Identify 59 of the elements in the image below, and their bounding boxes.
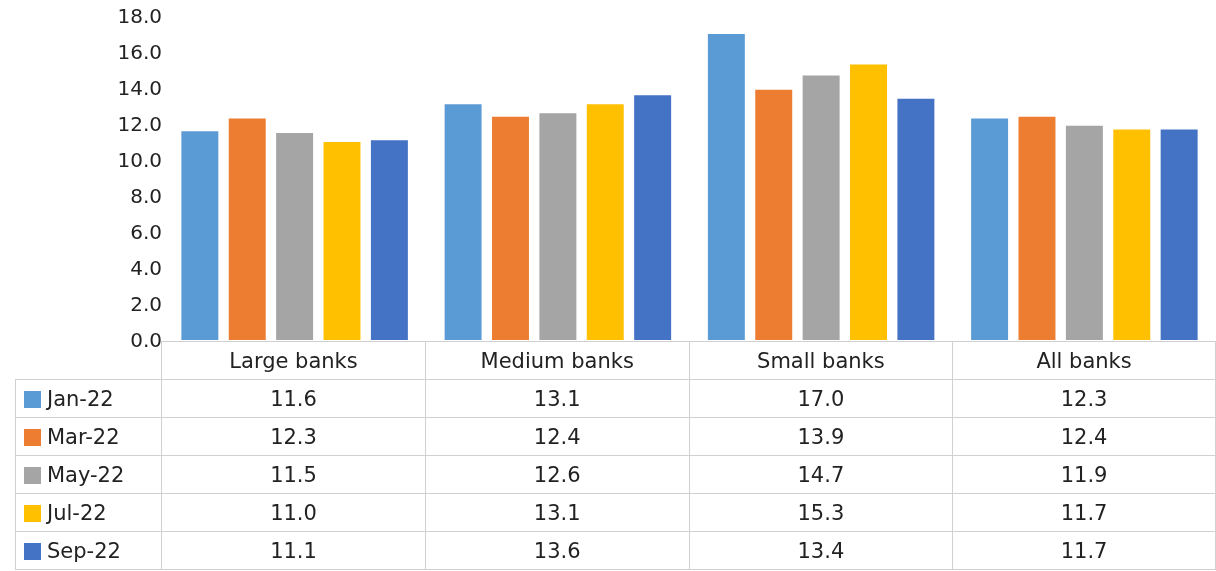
data-label: 12.4 bbox=[425, 417, 690, 456]
y-tick-label: 0.0 bbox=[130, 328, 162, 352]
bar bbox=[228, 118, 266, 340]
bar bbox=[370, 140, 408, 340]
y-tick-label: 12.0 bbox=[117, 112, 162, 136]
legend-label: Sep-22 bbox=[47, 538, 121, 563]
data-label: 11.5 bbox=[161, 455, 426, 494]
bar bbox=[971, 118, 1009, 340]
bar bbox=[492, 116, 529, 340]
data-label: 13.9 bbox=[689, 417, 953, 456]
y-tick-label: 2.0 bbox=[130, 292, 162, 316]
data-label: 12.3 bbox=[161, 417, 426, 456]
bar bbox=[707, 34, 745, 340]
data-label: 13.1 bbox=[425, 379, 690, 418]
data-label: 15.3 bbox=[689, 493, 953, 532]
data-label: 12.4 bbox=[952, 417, 1216, 456]
y-tick-label: 8.0 bbox=[130, 184, 162, 208]
bar bbox=[586, 104, 624, 340]
bar bbox=[181, 131, 219, 340]
data-label: 11.9 bbox=[952, 455, 1216, 494]
legend-label: Mar-22 bbox=[47, 424, 120, 449]
y-tick-label: 4.0 bbox=[130, 256, 162, 280]
data-label: 12.6 bbox=[425, 455, 690, 494]
y-tick-label: 14.0 bbox=[117, 76, 162, 100]
bar bbox=[1065, 125, 1103, 340]
x-tick-label: All banks bbox=[952, 341, 1216, 380]
legend-label: Jul-22 bbox=[47, 500, 107, 525]
data-label: 13.6 bbox=[425, 531, 690, 570]
y-tick-label: 16.0 bbox=[117, 40, 162, 64]
x-tick-label: Medium banks bbox=[425, 341, 690, 380]
x-tick-label: Small banks bbox=[689, 341, 953, 380]
bar bbox=[755, 89, 793, 340]
bar bbox=[323, 142, 361, 340]
bar bbox=[276, 133, 314, 340]
bar bbox=[802, 75, 840, 340]
data-label: 12.3 bbox=[952, 379, 1216, 418]
data-label: 13.4 bbox=[689, 531, 953, 570]
legend-label: Jan-22 bbox=[47, 386, 114, 411]
bar bbox=[1113, 129, 1151, 340]
data-label: 11.7 bbox=[952, 493, 1216, 532]
bar bbox=[634, 95, 672, 340]
data-label: 11.6 bbox=[161, 379, 426, 418]
bar bbox=[1160, 129, 1198, 340]
legend-label: May-22 bbox=[47, 462, 125, 487]
data-label: 11.7 bbox=[952, 531, 1216, 570]
bar bbox=[1018, 116, 1056, 340]
y-tick-label: 18.0 bbox=[117, 4, 162, 28]
y-tick-label: 6.0 bbox=[130, 220, 162, 244]
bar bbox=[850, 64, 887, 340]
data-label: 14.7 bbox=[689, 455, 953, 494]
data-label: 11.1 bbox=[161, 531, 426, 570]
y-tick-label: 10.0 bbox=[117, 148, 162, 172]
bar bbox=[539, 113, 577, 340]
bar bbox=[444, 104, 482, 340]
data-label: 13.1 bbox=[425, 493, 690, 532]
bar bbox=[897, 98, 935, 340]
data-label: 17.0 bbox=[689, 379, 953, 418]
x-tick-label: Large banks bbox=[161, 341, 426, 380]
data-label: 11.0 bbox=[161, 493, 426, 532]
